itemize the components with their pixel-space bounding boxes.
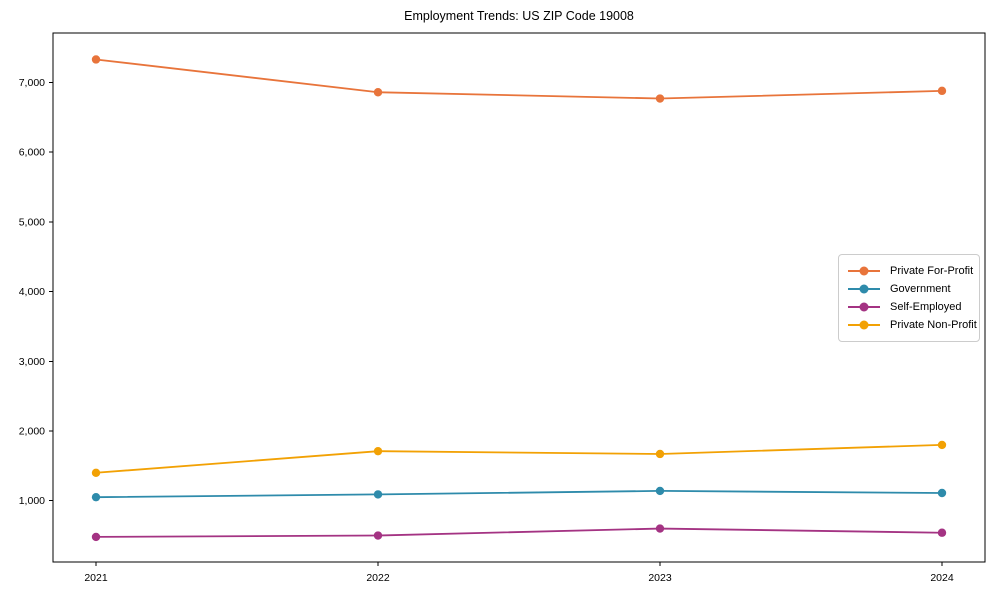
series-line-government <box>95 490 943 499</box>
series-line-private-non-profit <box>95 444 943 474</box>
chart-title: Employment Trends: US ZIP Code 19008 <box>404 9 634 23</box>
y-tick-label: 5,000 <box>19 216 45 228</box>
series-line-private-for-profit <box>95 58 943 100</box>
data-point-government-2023 <box>655 486 665 496</box>
data-point-private-for-profit-2022 <box>373 88 383 97</box>
legend: Private For-Profit Government Self-Emplo… <box>838 254 980 342</box>
legend-label: Private For-Profit <box>890 265 974 277</box>
data-point-private-non-profit-2023 <box>655 449 665 459</box>
data-point-self-employed-2021 <box>91 532 101 542</box>
data-point-private-non-profit-2022 <box>373 446 383 456</box>
legend-label: Self-Employed <box>890 301 962 313</box>
data-point-government-2021 <box>91 492 101 502</box>
legend-label: Private Non-Profit <box>890 319 977 331</box>
legend-marker-line-icon <box>848 266 880 276</box>
data-point-private-for-profit-2021 <box>91 55 101 64</box>
data-point-private-for-profit-2024 <box>937 86 947 96</box>
data-point-government-2022 <box>373 490 383 499</box>
legend-item: Self-Employed <box>847 298 970 316</box>
x-tick-label: 2022 <box>366 572 390 584</box>
data-point-self-employed-2022 <box>373 531 383 540</box>
x-tick-label: 2024 <box>930 572 954 584</box>
legend-marker-line-icon <box>848 284 880 294</box>
legend-item: Private For-Profit <box>847 262 974 280</box>
data-point-self-employed-2024 <box>937 528 947 537</box>
y-tick-label: 7,000 <box>19 77 45 89</box>
legend-marker-line-icon <box>848 320 880 330</box>
legend-item: Government <box>847 280 970 298</box>
legend-item: Private Non-Profit <box>847 316 977 334</box>
y-tick-label: 6,000 <box>19 147 45 159</box>
series-line-self-employed <box>95 527 943 538</box>
data-point-private-non-profit-2021 <box>91 468 101 477</box>
data-point-government-2024 <box>937 488 947 498</box>
plot-frame <box>52 32 986 563</box>
y-tick-label: 2,000 <box>19 425 45 437</box>
y-tick-label: 1,000 <box>19 495 45 507</box>
x-tick-label: 2021 <box>84 572 108 584</box>
data-point-private-non-profit-2024 <box>937 440 947 450</box>
legend-label: Government <box>890 283 951 295</box>
data-point-private-for-profit-2023 <box>655 94 665 103</box>
data-point-self-employed-2023 <box>655 524 665 533</box>
legend-marker-line-icon <box>848 302 880 312</box>
x-tick-label: 2023 <box>648 572 672 584</box>
y-tick-label: 4,000 <box>19 286 45 298</box>
y-tick-label: 3,000 <box>19 356 45 368</box>
